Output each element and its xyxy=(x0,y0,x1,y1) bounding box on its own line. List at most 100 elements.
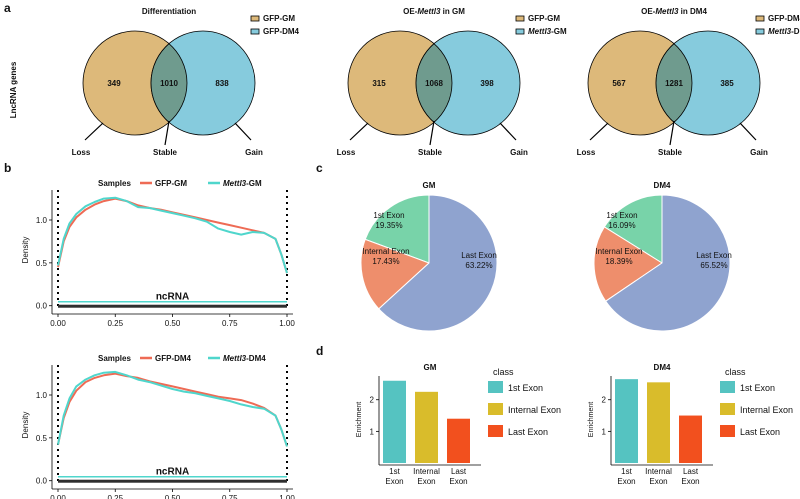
pie-slice-label: Last Exon xyxy=(461,251,497,260)
venn-left-count: 349 xyxy=(107,79,121,88)
panel-label-c: c xyxy=(316,161,323,175)
pie-slice-label: 1st Exon xyxy=(373,211,404,220)
pie-slice-label: Internal Exon xyxy=(595,247,642,256)
venn-legend-label: GFP-GM xyxy=(263,14,295,23)
density-curve-GFP-DM4 xyxy=(57,372,288,447)
venn-stable-label: Stable xyxy=(658,148,683,157)
venn-legend-swatch xyxy=(515,28,525,35)
venn-loss-label: Loss xyxy=(337,148,356,157)
venn-legend-label: Mettl3-DM4 xyxy=(768,27,800,36)
density-x-tick-label: 0.25 xyxy=(107,494,123,499)
bar-y-label: Enrichment xyxy=(356,402,363,437)
bar-y-tick-label: 1 xyxy=(370,427,375,436)
density-legend-label: Mettl3-DM4 xyxy=(223,354,266,363)
density-x-tick-label: 0.00 xyxy=(50,494,66,499)
panel-label-b: b xyxy=(4,161,11,175)
pie-slice-1 xyxy=(593,226,663,302)
pie-title: DM4 xyxy=(654,181,671,190)
venn-legend-swatch xyxy=(755,28,765,35)
density-curve-Mettl3-GM xyxy=(57,196,288,274)
bar-y-tick-label: 2 xyxy=(370,396,375,405)
pie-slice-label: Last Exon xyxy=(696,251,732,260)
bar-0 xyxy=(383,380,406,463)
pie-slice-value: 18.39% xyxy=(605,257,632,266)
bar-legend-swatch xyxy=(720,381,735,393)
venn-legend-label: GFP-DM4 xyxy=(768,14,800,23)
pie-slice-1 xyxy=(360,238,430,310)
panel-label-d: d xyxy=(316,344,323,358)
density-plot-0: Samples GFP-GM Mettl3-GM 0.0 0.5 1.0 0.00 0.25 0… xyxy=(21,179,295,328)
pie-slice-0 xyxy=(364,194,430,264)
bar-legend-label: Internal Exon xyxy=(740,405,793,415)
density-y-tick-label: 0.5 xyxy=(36,434,48,443)
pie-slice-label: Internal Exon xyxy=(362,247,409,256)
pie-slice-value: 19.35% xyxy=(375,221,402,230)
pie-slice-value: 63.22% xyxy=(465,261,492,270)
venn-right-count: 385 xyxy=(720,79,734,88)
bar-legend-swatch xyxy=(720,425,735,437)
bar-category-label: Exon xyxy=(681,477,699,486)
density-y-tick-label: 0.5 xyxy=(36,259,48,268)
venn-stable-label: Stable xyxy=(153,148,178,157)
venn-title: OE-Mettl3 in DM4 xyxy=(641,7,707,16)
bar-category-label: Exon xyxy=(385,477,403,486)
venn-loss-pointer xyxy=(589,122,609,141)
bar-chart-DM4: DM412Enrichment1stExonInternalExonLastEx… xyxy=(588,363,793,486)
density-x-tick-label: 0.00 xyxy=(50,319,66,328)
bar-0 xyxy=(615,379,638,463)
bar-category-label: Exon xyxy=(617,477,635,486)
venn-left-count: 315 xyxy=(372,79,386,88)
venn-2: OE-Mettl3 in DM4 567 1281 385 Loss Stable Gain… xyxy=(577,7,800,157)
venn-loss-label: Loss xyxy=(72,148,91,157)
venn-center-count: 1281 xyxy=(665,79,683,88)
density-x-tick-label: 1.00 xyxy=(279,319,295,328)
bar-legend-swatch xyxy=(488,425,503,437)
density-x-tick-label: 0.75 xyxy=(222,494,238,499)
venn-loss-label: Loss xyxy=(577,148,596,157)
bar-legend-label: Last Exon xyxy=(740,427,780,437)
venn-gain-label: Gain xyxy=(245,148,263,157)
density-y-tick-label: 1.0 xyxy=(36,216,48,225)
density-track-dark xyxy=(58,304,287,308)
venn-right-count: 398 xyxy=(480,79,494,88)
density-track-dark xyxy=(58,479,287,483)
bar-legend-label: Internal Exon xyxy=(508,405,561,415)
bar-category-label: Internal xyxy=(645,467,672,476)
bar-category-label: Exon xyxy=(649,477,667,486)
venn-legend-swatch xyxy=(515,15,525,22)
venn-right-count: 838 xyxy=(215,79,229,88)
density-annotation: ncRNA xyxy=(156,467,189,478)
pie-slice-value: 65.52% xyxy=(700,261,727,270)
bar-legend-swatch xyxy=(488,403,503,415)
venn-title: Differentiation xyxy=(142,7,196,16)
bar-legend-swatch xyxy=(720,403,735,415)
venn-legend-label: GFP-DM4 xyxy=(263,27,300,36)
venn-1: OE-Mettl3 in GM 315 1068 398 Loss Stable Gain G… xyxy=(337,7,567,157)
bar-charts: GM12Enrichment1stExonInternalExonLastExo… xyxy=(356,363,793,486)
density-curve-Mettl3-DM4 xyxy=(57,370,288,447)
bar-legend-label: 1st Exon xyxy=(508,383,543,393)
bar-title: DM4 xyxy=(654,363,671,372)
venn-stable-label: Stable xyxy=(418,148,443,157)
bar-category-label: Exon xyxy=(449,477,467,486)
bar-category-label: Internal xyxy=(413,467,440,476)
density-legend-label: GFP-DM4 xyxy=(155,354,192,363)
density-x-tick-label: 0.50 xyxy=(165,494,181,499)
density-y-label: Density xyxy=(21,237,30,264)
density-curve-GFP-GM xyxy=(57,197,288,274)
venn-legend-swatch xyxy=(250,28,260,35)
bar-legend-label: Last Exon xyxy=(508,427,548,437)
bar-legend-swatch xyxy=(488,381,503,393)
venn-loss-pointer xyxy=(84,122,104,141)
pie-slice-label: 1st Exon xyxy=(606,211,637,220)
bar-2 xyxy=(447,418,470,463)
venn-stable-pointer xyxy=(429,120,435,146)
panel-label-a: a xyxy=(4,1,11,15)
bar-y-label: Enrichment xyxy=(588,402,595,437)
bar-title: GM xyxy=(424,363,437,372)
venn-diagrams: Differentiation 349 1010 838 Loss Stable Gain G… xyxy=(72,7,800,157)
pie-slice-value: 16.09% xyxy=(608,221,635,230)
bar-category-label: 1st xyxy=(621,467,632,476)
